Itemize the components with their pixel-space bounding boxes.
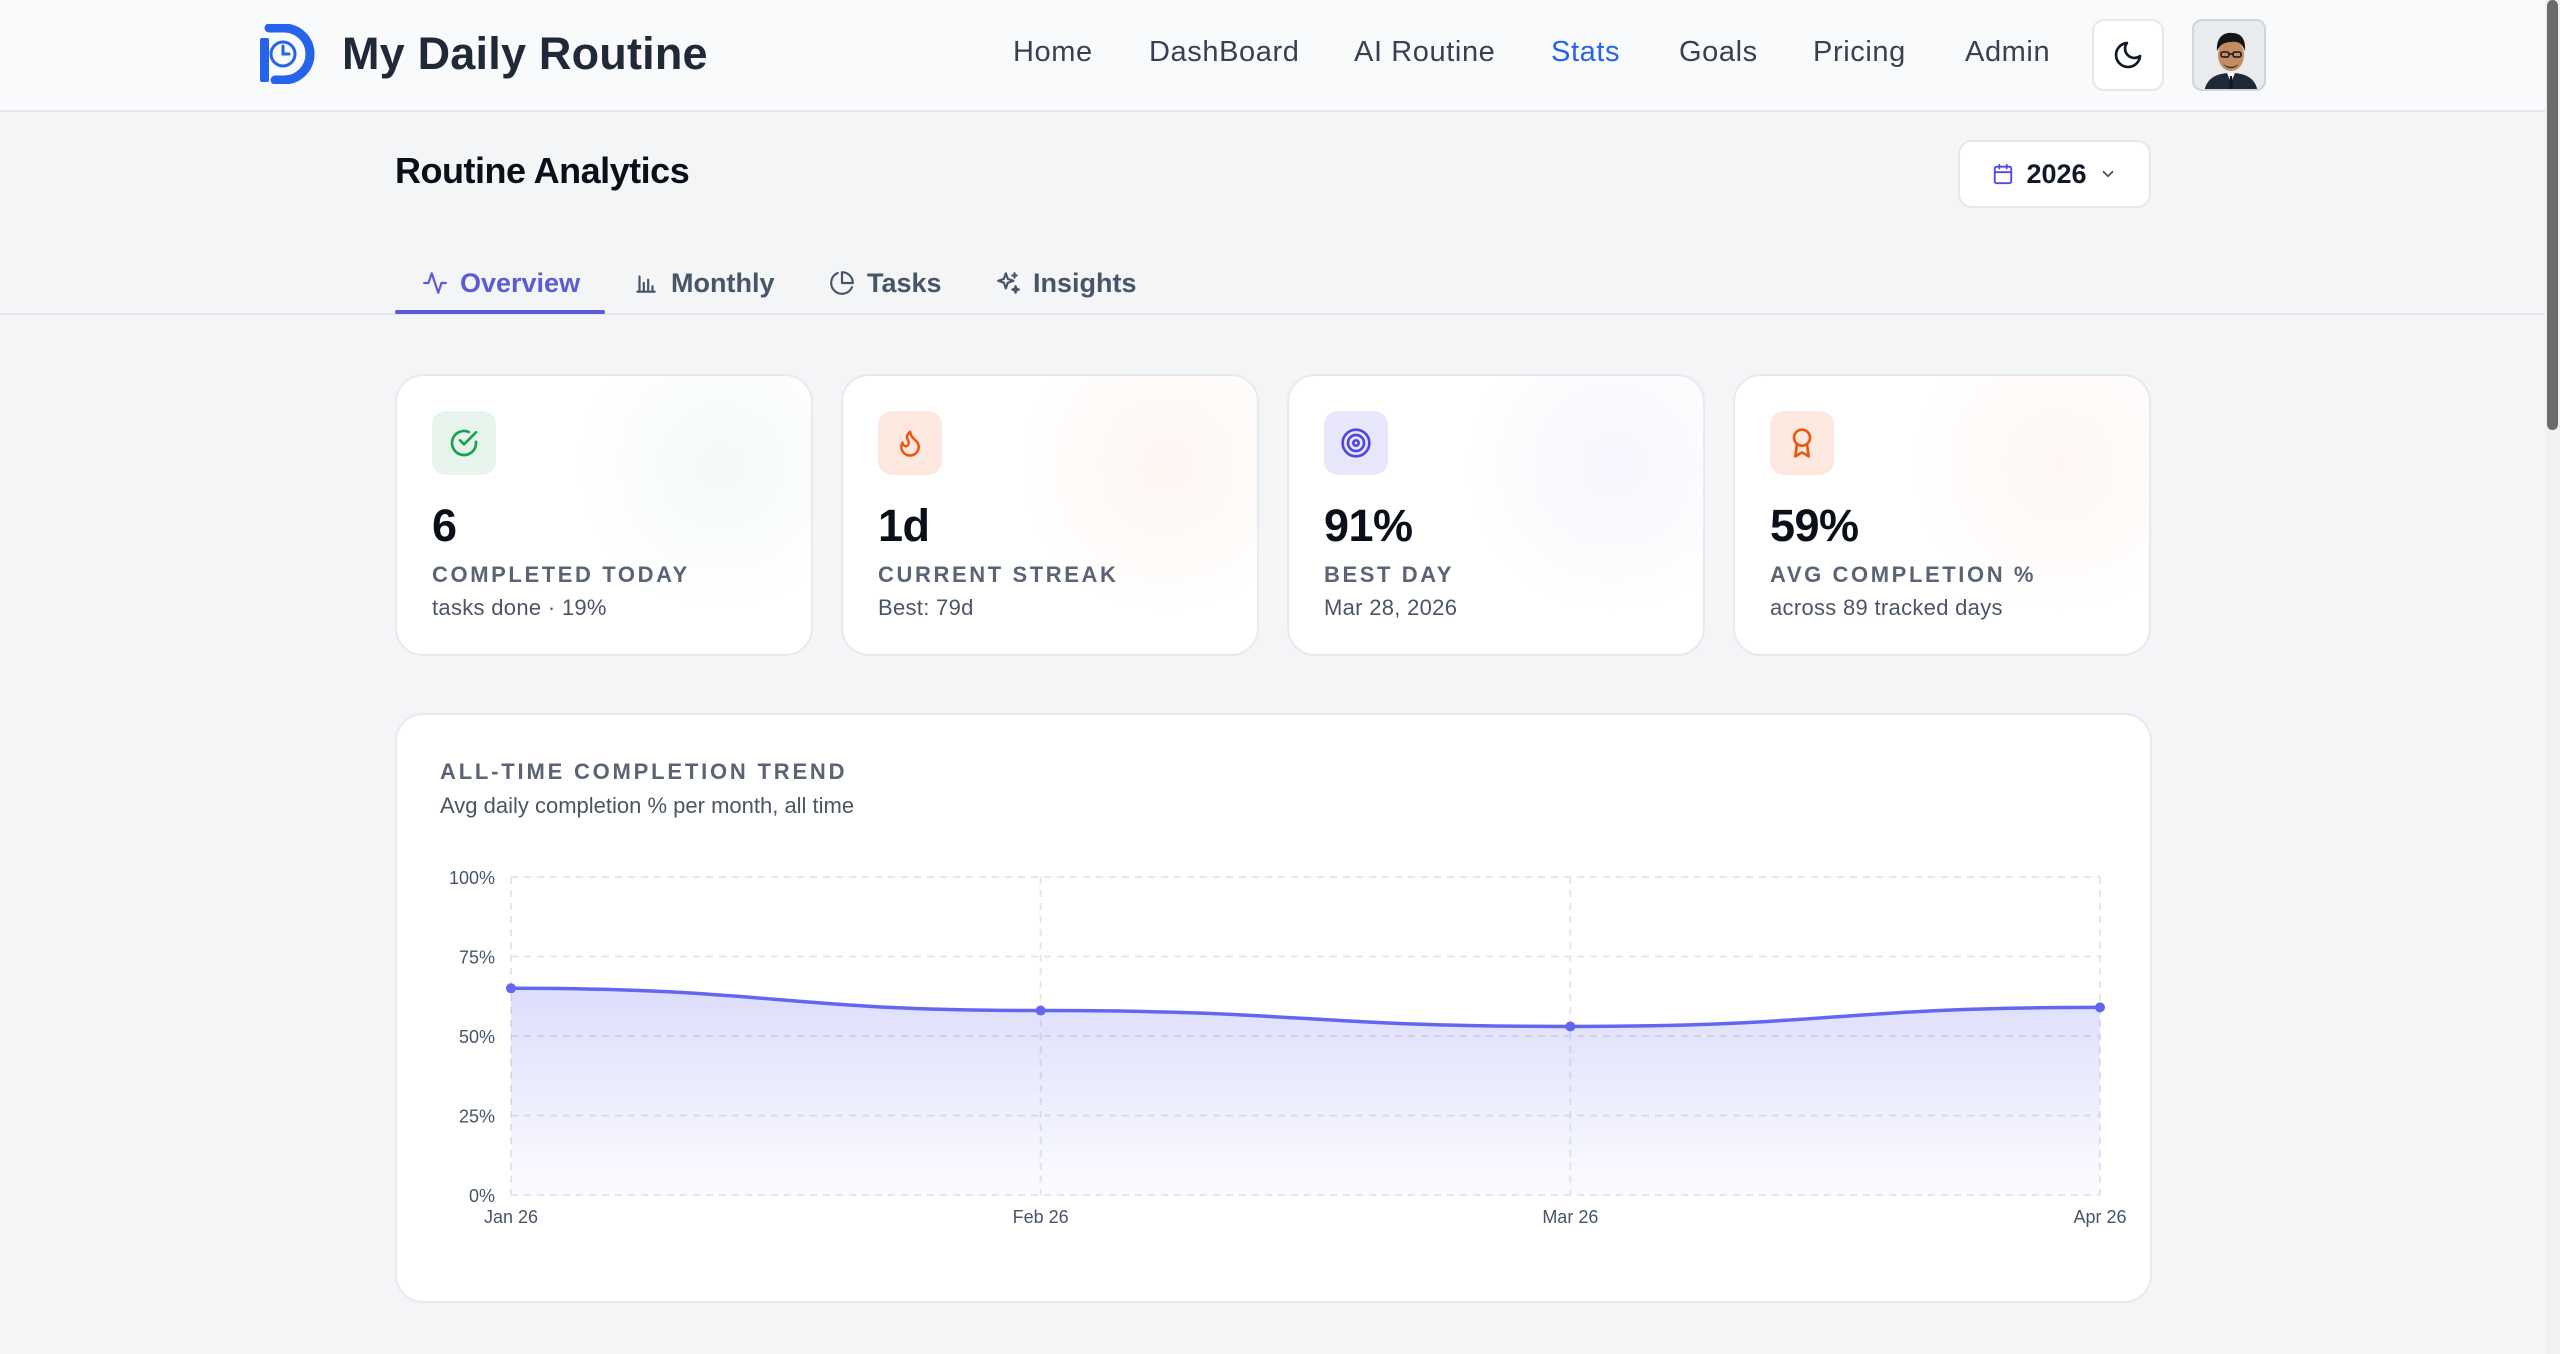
flame-icon	[900, 430, 920, 457]
x-tick-label: Jan 26	[484, 1207, 538, 1227]
tab-overview[interactable]: Overview	[422, 252, 580, 314]
brand[interactable]: My Daily Routine	[258, 24, 708, 84]
series-area	[511, 988, 2100, 1195]
bar-chart-icon	[636, 275, 656, 293]
page-title: Routine Analytics	[395, 150, 690, 191]
theme-toggle-button[interactable]	[2092, 19, 2164, 91]
data-point	[1565, 1021, 1576, 1032]
logo-icon	[260, 24, 315, 84]
y-tick-label: 25%	[459, 1107, 495, 1127]
nav-ai-routine[interactable]: AI Routine	[1354, 36, 1496, 68]
check-circle-icon	[450, 429, 478, 457]
top-navbar: My Daily Routine Home DashBoard AI Routi…	[0, 0, 2545, 112]
x-tick-label: Mar 26	[1542, 1207, 1598, 1227]
scrollbar-thumb[interactable]	[2547, 0, 2558, 430]
calendar-icon	[1994, 163, 2013, 185]
tab-insights-label: Insights	[1033, 267, 1137, 298]
chart-subtitle: Avg daily completion % per month, all ti…	[440, 793, 855, 818]
y-tick-label: 75%	[459, 948, 495, 968]
stat-value: 1d	[878, 500, 930, 551]
y-tick-label: 0%	[469, 1186, 495, 1206]
nav-stats[interactable]: Stats	[1551, 36, 1621, 68]
app-title: My Daily Routine	[342, 28, 708, 79]
avatar-image	[2194, 21, 2264, 89]
nav-admin[interactable]: Admin	[1965, 36, 2051, 68]
stat-icon-box	[878, 411, 942, 475]
stat-card-avg-completion: 59% AVG COMPLETION % across 89 tracked d…	[1733, 374, 2151, 656]
stat-label: BEST DAY	[1324, 562, 1455, 587]
stat-subtext: Mar 28, 2026	[1324, 595, 1458, 620]
target-icon	[1341, 428, 1371, 458]
activity-icon	[423, 272, 447, 294]
award-icon	[1792, 428, 1812, 458]
tab-monthly-label: Monthly	[671, 267, 775, 298]
stat-icon-box	[1770, 411, 1834, 475]
data-point	[1035, 1005, 1046, 1016]
nav-goals[interactable]: Goals	[1679, 36, 1758, 68]
user-avatar[interactable]	[2192, 19, 2266, 91]
stat-value: 6	[432, 500, 457, 551]
tab-insights[interactable]: Insights	[995, 252, 1137, 314]
stat-card-best-day: 91% BEST DAY Mar 28, 2026	[1287, 374, 1705, 656]
moon-icon	[2114, 41, 2142, 69]
pie-chart-icon	[830, 271, 854, 295]
stat-label: COMPLETED TODAY	[432, 562, 690, 587]
nav-home[interactable]: Home	[1013, 36, 1093, 68]
stat-icon-box	[1324, 411, 1388, 475]
tab-overview-label: Overview	[460, 267, 581, 298]
stat-label: CURRENT STREAK	[878, 562, 1119, 587]
tabs-divider	[0, 313, 2545, 315]
nav-pricing[interactable]: Pricing	[1813, 36, 1906, 68]
tab-tasks[interactable]: Tasks	[829, 252, 942, 314]
year-select-value: 2026	[2026, 158, 2087, 189]
stat-subtext: Best: 79d	[878, 595, 974, 620]
stat-subtext: across 89 tracked days	[1770, 595, 2003, 620]
chevron-down-icon	[2102, 170, 2113, 178]
x-tick-label: Apr 26	[2073, 1207, 2126, 1227]
tab-monthly[interactable]: Monthly	[633, 252, 774, 314]
stat-card-completed-today: 6 COMPLETED TODAY tasks done · 19%	[395, 374, 813, 656]
stat-icon-box	[432, 411, 496, 475]
year-select[interactable]: 2026	[1958, 140, 2151, 208]
tab-tasks-label: Tasks	[867, 267, 942, 298]
y-tick-label: 100%	[449, 868, 495, 888]
nav-dashboard[interactable]: DashBoard	[1149, 36, 1300, 68]
completion-trend-chart: 0% 25% 50% 75% 100% Jan 26 Feb 26 Mar 26 Apr 26	[449, 868, 2127, 1227]
main-nav: Home DashBoard AI Routine Stats Goals Pr…	[0, 30, 2545, 80]
active-tab-indicator	[395, 310, 605, 314]
stat-subtext: tasks done · 19%	[432, 595, 607, 620]
sparkles-icon	[997, 272, 1020, 294]
stat-value: 91%	[1324, 500, 1413, 551]
y-tick-label: 50%	[459, 1027, 495, 1047]
stat-label: AVG COMPLETION %	[1770, 562, 2037, 587]
chart-title: ALL-TIME COMPLETION TREND	[440, 759, 848, 784]
completion-trend-card: ALL-TIME COMPLETION TREND Avg daily comp…	[395, 713, 2152, 1303]
stat-value: 59%	[1770, 500, 1859, 551]
data-point	[506, 983, 516, 994]
data-point	[2095, 1002, 2105, 1013]
x-tick-label: Feb 26	[1013, 1207, 1069, 1227]
stat-card-current-streak: 1d CURRENT STREAK Best: 79d	[841, 374, 1259, 656]
series-line	[510, 986, 2101, 1029]
